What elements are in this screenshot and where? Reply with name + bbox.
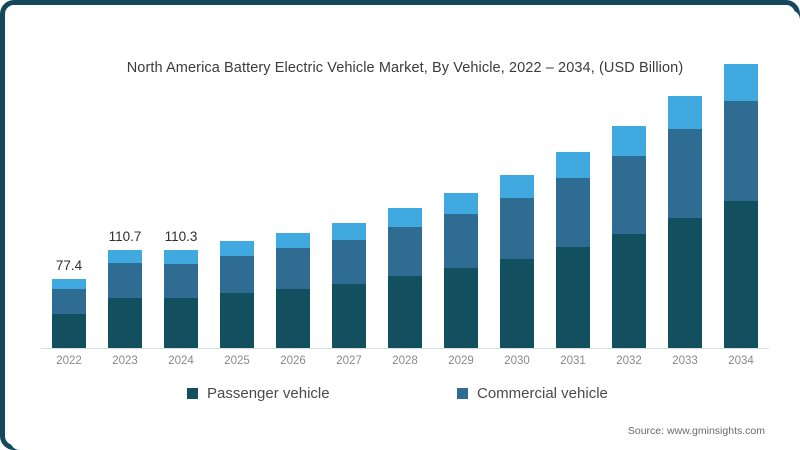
bar-group[interactable] — [321, 90, 377, 348]
x-tick-2024: 2024 — [168, 355, 194, 367]
bar-group[interactable] — [713, 63, 769, 348]
bar-segment-commercial-vehicle — [164, 263, 198, 298]
bar-stack — [556, 152, 590, 348]
legend-item-commercial-vehicle[interactable]: Commercial vehicle — [457, 385, 608, 402]
bar-group[interactable] — [209, 90, 265, 348]
bar-segment-passenger-vehicle — [500, 259, 534, 348]
x-axis-line — [41, 348, 769, 349]
bar-group[interactable] — [545, 90, 601, 348]
bar-value-label: 77.4 — [55, 258, 83, 274]
bar-value-label: 110.7 — [108, 228, 142, 244]
bar-segment-passenger-vehicle — [724, 201, 758, 348]
x-tick-2026: 2026 — [280, 355, 306, 367]
bar-segment-passenger-vehicle — [52, 313, 86, 348]
bar-stack — [500, 175, 534, 348]
bar-stack — [332, 222, 366, 348]
legend-swatch-icon — [457, 388, 468, 399]
source-attribution: Source: www.gminsights.com — [627, 425, 765, 437]
x-tick-2027: 2027 — [336, 355, 362, 367]
bar-segment-passenger-vehicle — [220, 293, 254, 348]
bar-stack — [724, 63, 758, 348]
legend-label: Passenger vehicle — [207, 385, 330, 402]
bar-segment-commercial-vehicle — [388, 226, 422, 276]
x-axis-labels: 2022 2023 2024 2025 2026 2027 2028 2029 2030 2031… — [41, 352, 769, 374]
bar-segment-passenger-vehicle — [332, 283, 366, 348]
bar-value-label: 110.3 — [164, 228, 198, 244]
bar-segment-commercial-vehicle — [108, 263, 142, 298]
bar-segment-other — [556, 152, 590, 179]
bar-segment-passenger-vehicle — [668, 218, 702, 348]
plot-area: 77.4 110.7 110.3 — [41, 63, 769, 348]
bar-segment-commercial-vehicle — [332, 239, 366, 284]
x-tick-2031: 2031 — [560, 355, 586, 367]
bar-segment-other — [52, 279, 86, 290]
bar-stack — [388, 207, 422, 348]
x-tick-2023: 2023 — [112, 355, 138, 367]
bar-segment-other — [220, 241, 254, 256]
bar-stack — [108, 249, 142, 348]
bar-group[interactable] — [489, 90, 545, 348]
bar-group[interactable]: 110.7 — [97, 90, 153, 348]
bar-stack — [164, 249, 198, 348]
bar-stack — [52, 279, 86, 348]
bar-segment-passenger-vehicle — [612, 233, 646, 348]
bar-segment-commercial-vehicle — [668, 129, 702, 219]
bar-segment-other — [612, 126, 646, 156]
bar-segment-other — [164, 249, 198, 264]
bar-segment-commercial-vehicle — [724, 101, 758, 202]
bar-segment-other — [668, 96, 702, 130]
bar-segment-other — [500, 175, 534, 199]
bar-segment-commercial-vehicle — [612, 155, 646, 234]
bar-group[interactable] — [657, 90, 713, 348]
bar-group[interactable]: 77.4 — [41, 90, 97, 348]
chart-title: North America Battery Electric Vehicle M… — [126, 60, 684, 76]
bar-stack — [668, 96, 702, 348]
bar-group[interactable] — [433, 90, 489, 348]
bar-segment-passenger-vehicle — [164, 297, 198, 348]
bar-segment-other — [724, 63, 758, 102]
bar-group[interactable] — [377, 90, 433, 348]
bar-stack — [612, 126, 646, 348]
legend-swatch-icon — [187, 388, 198, 399]
bar-segment-commercial-vehicle — [276, 248, 310, 289]
bar-segment-commercial-vehicle — [556, 178, 590, 247]
bar-segment-passenger-vehicle — [444, 268, 478, 348]
x-tick-2028: 2028 — [392, 355, 418, 367]
bar-segment-passenger-vehicle — [108, 297, 142, 348]
bar-segment-commercial-vehicle — [52, 289, 86, 314]
bar-segment-other — [276, 232, 310, 249]
bar-segment-commercial-vehicle — [500, 198, 534, 260]
x-tick-2034: 2034 — [728, 355, 754, 367]
x-tick-2032: 2032 — [616, 355, 642, 367]
bar-segment-other — [108, 249, 142, 264]
bar-stack — [444, 193, 478, 348]
x-tick-2022: 2022 — [56, 355, 82, 367]
x-tick-2033: 2033 — [672, 355, 698, 367]
bar-segment-commercial-vehicle — [220, 255, 254, 294]
bar-segment-other — [332, 222, 366, 240]
bar-group[interactable] — [601, 90, 657, 348]
bar-group[interactable] — [265, 90, 321, 348]
legend-label: Commercial vehicle — [477, 385, 608, 402]
bar-group[interactable]: 110.3 — [153, 90, 209, 348]
bar-segment-passenger-vehicle — [388, 275, 422, 348]
bar-segment-other — [444, 193, 478, 215]
bar-segment-passenger-vehicle — [276, 288, 310, 348]
x-tick-2030: 2030 — [504, 355, 530, 367]
x-tick-2029: 2029 — [448, 355, 474, 367]
bar-stack — [276, 232, 310, 348]
x-tick-2025: 2025 — [224, 355, 250, 367]
bar-segment-commercial-vehicle — [444, 214, 478, 269]
legend-item-passenger-vehicle[interactable]: Passenger vehicle — [187, 385, 330, 402]
bar-segment-passenger-vehicle — [556, 247, 590, 348]
chart-legend: Passenger vehicle Commercial vehicle — [5, 385, 800, 409]
bar-segment-other — [388, 207, 422, 227]
bar-stack — [220, 241, 254, 348]
